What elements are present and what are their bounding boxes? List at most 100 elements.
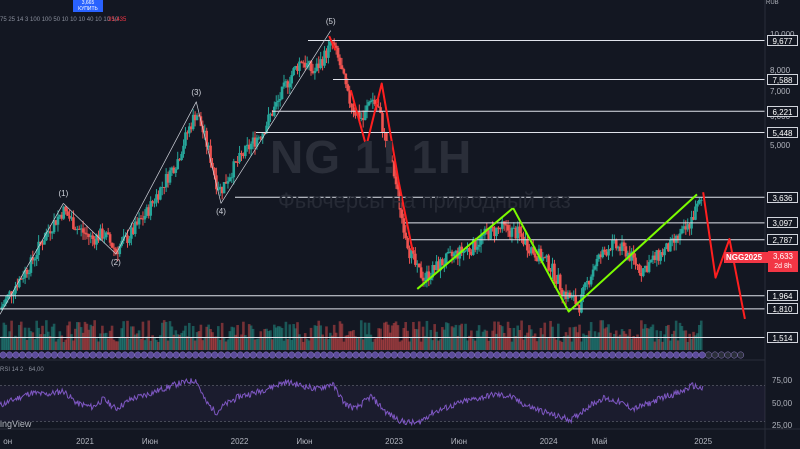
candle-body: [56, 216, 60, 225]
volume-bar: [377, 328, 380, 350]
volume-bar: [599, 320, 603, 350]
candle-body: [292, 68, 295, 76]
candle-body: [45, 232, 48, 241]
volume-bar: [657, 338, 661, 350]
candle-body: [433, 265, 436, 270]
candle-body: [188, 126, 191, 134]
volume-bar: [37, 327, 40, 350]
candle-body: [72, 217, 75, 230]
candle-body: [425, 271, 429, 280]
volume-bar: [466, 340, 469, 350]
candle-body: [471, 239, 475, 255]
volume-bar: [257, 338, 261, 350]
volume-bar: [176, 334, 180, 350]
rsi-tick: 75,00: [772, 376, 793, 385]
candle-body: [300, 61, 303, 63]
candle-body: [421, 277, 425, 281]
candle-body: [369, 101, 373, 103]
candle-body: [415, 263, 419, 265]
volume-bar: [164, 321, 168, 350]
volume-bar: [338, 321, 342, 350]
event-marker: [583, 351, 591, 359]
event-marker: [589, 351, 597, 359]
volume-bar: [203, 336, 207, 350]
candle-body: [224, 182, 228, 184]
event-marker: [31, 351, 39, 359]
volume-bar: [448, 336, 452, 350]
candle-body: [340, 65, 344, 70]
candle-body: [103, 237, 106, 239]
volume-bar: [385, 321, 388, 350]
volume-bar: [160, 322, 164, 350]
symbol-tag[interactable]: NGG2025: [724, 252, 768, 263]
volume-bar: [124, 337, 127, 350]
candle-body: [531, 247, 535, 254]
volume-bar: [114, 341, 118, 350]
candle-body: [437, 261, 440, 271]
candle-body: [234, 161, 237, 163]
event-marker: [615, 351, 623, 359]
volume-bar: [383, 322, 386, 350]
volume-bar: [686, 341, 690, 350]
volume-bar: [493, 321, 496, 350]
candle-body: [396, 184, 400, 190]
volume-bar: [564, 332, 568, 350]
volume-bar: [99, 333, 102, 350]
volume-bar: [159, 335, 162, 350]
candle-body: [35, 255, 39, 260]
indicator-header: 75 25 14 3 100 100 50 10 10 10 40 10 10 …: [0, 0, 779, 23]
candle-body: [79, 228, 83, 230]
volume-bar: [435, 331, 438, 350]
candle-body: [23, 269, 27, 278]
time-tick: 2024: [539, 437, 558, 446]
level-label: 1,514: [767, 331, 798, 343]
candle-body: [506, 225, 510, 231]
candle-body: [232, 161, 236, 178]
volume-bar: [408, 341, 411, 350]
candle-body: [126, 235, 129, 243]
event-marker: [243, 351, 251, 359]
candle-body: [261, 133, 265, 139]
candle-body: [414, 253, 417, 265]
event-marker: [294, 351, 302, 359]
candle-body: [276, 100, 280, 103]
volume-bar: [327, 339, 330, 350]
candle-body: [338, 57, 342, 66]
event-marker: [224, 351, 232, 359]
candle-body: [363, 110, 367, 121]
volume-bar: [220, 322, 224, 350]
volume-bar: [12, 337, 15, 350]
candle-body: [417, 263, 421, 268]
candle-body: [197, 115, 201, 117]
volume-bar: [597, 332, 601, 350]
volume-bar: [197, 331, 201, 350]
event-marker: [57, 351, 65, 359]
event-marker: [570, 351, 578, 359]
event-marker: [275, 351, 283, 359]
volume-bar: [518, 330, 521, 350]
candle-body: [4, 298, 8, 305]
event-marker: [89, 351, 97, 359]
candle-body: [392, 161, 396, 177]
event-marker: [217, 351, 225, 359]
volume-bar: [141, 321, 145, 350]
candle-body: [568, 292, 572, 298]
candle-body: [616, 246, 620, 249]
event-marker: [352, 351, 360, 359]
trade-badge[interactable]: 3,665 КУПИТЬ: [73, 0, 103, 12]
level-label: 6,221: [767, 105, 798, 117]
volume-bar: [62, 341, 66, 350]
candle-body: [400, 209, 404, 219]
candle-body: [624, 246, 628, 257]
candle-body: [412, 250, 415, 254]
candle-body: [249, 143, 253, 150]
volume-bar: [694, 335, 697, 350]
candle-body: [587, 280, 591, 285]
event-marker: [0, 351, 7, 359]
candle-body: [481, 234, 485, 236]
volume-bar: [439, 338, 442, 350]
candle-body: [352, 107, 355, 112]
volume-bar: [151, 335, 154, 350]
candle-body: [64, 206, 67, 212]
